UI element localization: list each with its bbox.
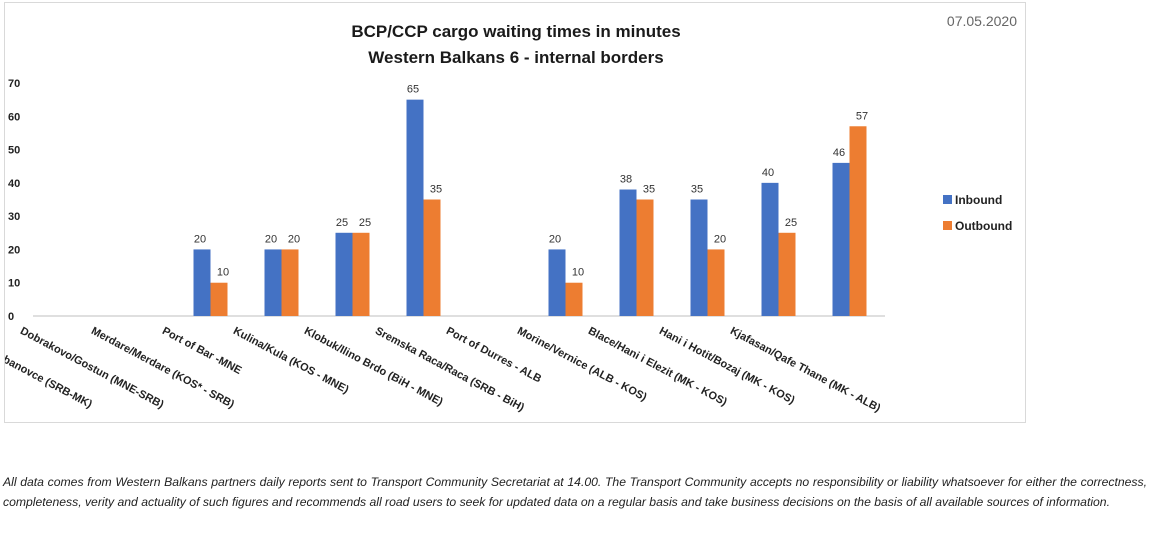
y-tick-label: 40 bbox=[8, 178, 20, 190]
x-category-label: Hani i Hotit/Bozaj (MK - KOS) bbox=[657, 325, 797, 407]
legend-label-inbound: Inbound bbox=[955, 193, 1002, 207]
data-labels-group: 20 10 20 20 25 25 65 35 20 10 38 35 35 20 40 25 46 57 bbox=[194, 84, 868, 279]
x-category-label: Blace/Hani i Elezit (MK - KOS) bbox=[586, 325, 729, 409]
chart-frame: BCP/CCP cargo waiting times in minutes W… bbox=[4, 2, 1026, 423]
data-label: 20 bbox=[194, 233, 206, 245]
bar-outbound bbox=[423, 199, 441, 316]
bar-outbound bbox=[352, 232, 370, 316]
legend: Inbound Outbound bbox=[943, 193, 1012, 233]
x-category-label: Klobuk/Ilino Brdo (BiH - MNE) bbox=[302, 325, 445, 409]
y-tick-label: 30 bbox=[8, 211, 20, 223]
bar-inbound bbox=[335, 232, 353, 316]
legend-label-outbound: Outbound bbox=[955, 219, 1012, 233]
bar-inbound bbox=[548, 249, 566, 316]
bar-inbound bbox=[406, 99, 424, 317]
data-label: 38 bbox=[620, 174, 632, 186]
bars-group bbox=[193, 99, 867, 317]
bar-inbound bbox=[832, 162, 850, 316]
bar-outbound bbox=[565, 282, 583, 316]
data-label: 35 bbox=[691, 184, 703, 196]
bar-inbound bbox=[761, 182, 779, 316]
bar-inbound bbox=[193, 249, 211, 316]
legend-swatch-outbound bbox=[943, 221, 952, 230]
bar-outbound bbox=[636, 199, 654, 316]
x-category-label: Morine/Vernice (ALB - KOS) bbox=[515, 325, 649, 404]
bar-outbound bbox=[281, 249, 299, 316]
bar-inbound bbox=[619, 189, 637, 316]
data-label: 46 bbox=[833, 147, 845, 159]
chart-subtitle: Western Balkans 6 - internal borders bbox=[368, 48, 663, 67]
data-label: 65 bbox=[407, 84, 419, 96]
chart-date: 07.05.2020 bbox=[947, 13, 1017, 29]
data-label: 25 bbox=[336, 217, 348, 229]
data-label: 20 bbox=[265, 233, 277, 245]
bar-chart: BCP/CCP cargo waiting times in minutes W… bbox=[5, 13, 1017, 415]
bar-inbound bbox=[690, 199, 708, 316]
bar-outbound bbox=[210, 282, 228, 316]
data-label: 20 bbox=[288, 233, 300, 245]
x-category-label: Kulina/Kula (KOS - MNE) bbox=[231, 325, 351, 396]
data-label: 20 bbox=[714, 233, 726, 245]
disclaimer-text: All data comes from Western Balkans part… bbox=[3, 475, 1147, 509]
x-axis-categories: Presevo/ Tabanovce (SRB-MK)Dobrakovo/Gos… bbox=[5, 325, 883, 415]
data-label: 35 bbox=[430, 184, 442, 196]
data-label: 10 bbox=[572, 267, 584, 279]
data-label: 25 bbox=[785, 217, 797, 229]
legend-swatch-inbound bbox=[943, 195, 952, 204]
data-label: 10 bbox=[217, 267, 229, 279]
bar-outbound bbox=[849, 126, 867, 317]
y-tick-label: 0 bbox=[8, 311, 14, 323]
data-label: 20 bbox=[549, 233, 561, 245]
y-tick-label: 60 bbox=[8, 111, 20, 123]
data-label: 25 bbox=[359, 217, 371, 229]
bar-inbound bbox=[264, 249, 282, 316]
data-label: 57 bbox=[856, 110, 868, 122]
y-tick-label: 10 bbox=[8, 278, 20, 290]
x-category-label: Kjafasan/Qafe Thane (MK - ALB) bbox=[728, 325, 883, 415]
bar-outbound bbox=[778, 232, 796, 316]
chart-title: BCP/CCP cargo waiting times in minutes bbox=[351, 22, 680, 41]
data-label: 40 bbox=[762, 167, 774, 179]
data-label: 35 bbox=[643, 184, 655, 196]
y-tick-label: 20 bbox=[8, 244, 20, 256]
y-tick-label: 70 bbox=[8, 78, 20, 90]
bar-outbound bbox=[707, 249, 725, 316]
y-tick-label: 50 bbox=[8, 145, 20, 157]
y-axis-ticks: 0 10 20 30 40 50 60 70 bbox=[8, 78, 20, 323]
